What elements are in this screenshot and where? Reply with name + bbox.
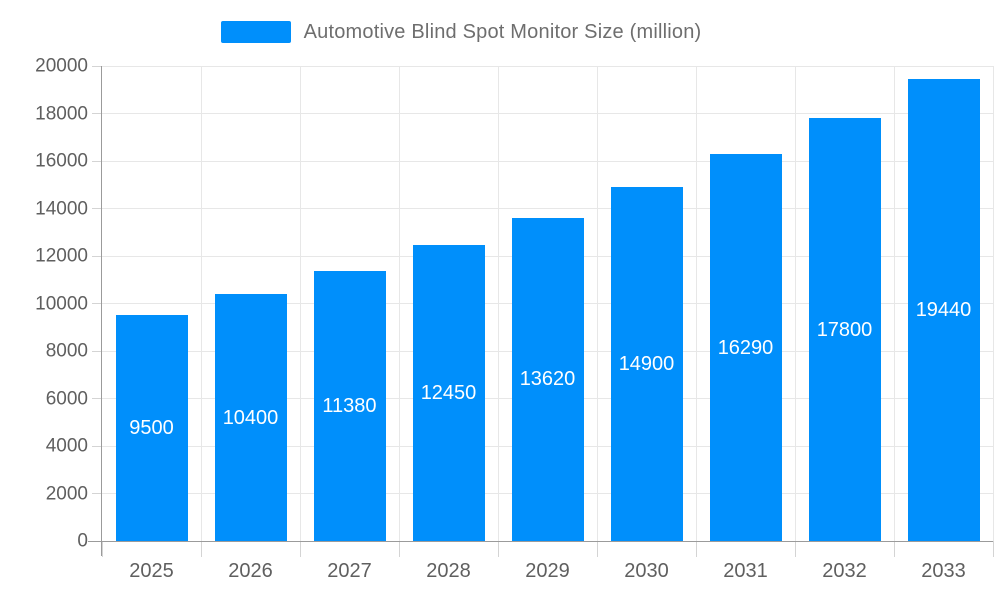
x-axis-tick xyxy=(596,541,598,557)
gridline xyxy=(794,66,796,541)
y-axis-tick xyxy=(92,255,102,257)
gridline xyxy=(497,66,499,541)
gridline xyxy=(596,66,598,541)
x-axis-tick-label: 2028 xyxy=(426,560,471,582)
x-axis-tick-label: 2026 xyxy=(228,560,273,582)
y-axis-tick xyxy=(92,350,102,352)
legend-label: Automotive Blind Spot Monitor Size (mill… xyxy=(303,20,702,43)
gridline xyxy=(102,160,993,162)
bar xyxy=(610,187,683,541)
y-axis-tick xyxy=(92,303,102,304)
bar xyxy=(412,245,485,541)
bar-value-label: 11380 xyxy=(322,394,377,417)
y-axis-tick xyxy=(92,398,102,399)
y-axis-tick-label: 20000 xyxy=(35,55,88,77)
y-axis-tick xyxy=(92,65,102,67)
y-axis-tick-label: 16000 xyxy=(35,150,88,172)
y-axis-tick xyxy=(92,208,102,209)
x-axis-tick xyxy=(200,541,202,557)
y-axis-tick-label: 4000 xyxy=(45,435,88,457)
x-axis-tick xyxy=(101,541,103,557)
gridline xyxy=(398,66,400,541)
x-axis-tick xyxy=(893,541,895,557)
x-axis-tick-label: 2027 xyxy=(327,560,372,582)
x-axis-tick-label: 2033 xyxy=(921,560,966,582)
bar xyxy=(313,270,386,541)
legend-swatch xyxy=(220,21,291,43)
gridline xyxy=(992,66,994,541)
y-axis-tick xyxy=(92,113,102,114)
x-axis-tick xyxy=(497,541,499,557)
x-axis-tick xyxy=(992,541,994,557)
x-axis-tick xyxy=(695,541,697,557)
gridline xyxy=(299,66,301,541)
bar xyxy=(808,118,881,541)
y-axis-tick xyxy=(92,160,102,162)
chart-legend: Automotive Blind Spot Monitor Size (mill… xyxy=(0,19,961,45)
x-axis-tick-label: 2032 xyxy=(822,560,867,582)
x-axis-tick-label: 2029 xyxy=(525,560,570,582)
gridline xyxy=(102,113,993,114)
gridline xyxy=(893,66,895,541)
x-axis-tick-label: 2030 xyxy=(624,560,669,582)
bar xyxy=(115,315,188,541)
bar-value-label: 12450 xyxy=(420,382,477,405)
y-axis-tick-label: 14000 xyxy=(35,198,88,219)
y-axis-tick-label: 6000 xyxy=(45,388,88,409)
y-axis-tick-label: 8000 xyxy=(45,340,88,362)
bar-value-label: 19440 xyxy=(915,299,972,322)
y-axis-tick xyxy=(92,445,102,447)
y-axis-tick xyxy=(92,493,102,494)
y-axis-tick-label: 10000 xyxy=(35,293,88,314)
x-axis-tick xyxy=(299,541,301,557)
gridline xyxy=(102,65,993,67)
gridline xyxy=(102,208,993,209)
bar-value-label: 13620 xyxy=(519,368,576,391)
y-axis-line xyxy=(101,66,102,556)
x-axis-line xyxy=(88,541,993,542)
y-axis-tick-label: 0 xyxy=(77,530,88,552)
y-axis-tick-label: 2000 xyxy=(45,483,88,504)
x-axis-tick-label: 2025 xyxy=(129,560,174,582)
x-axis-tick xyxy=(794,541,796,557)
y-axis-tick-label: 12000 xyxy=(35,245,88,267)
gridline xyxy=(695,66,697,541)
x-axis-tick-label: 2031 xyxy=(723,560,768,582)
bar xyxy=(214,294,287,541)
bar xyxy=(709,154,782,541)
gridline xyxy=(200,66,202,541)
bar-value-label: 14900 xyxy=(618,353,675,376)
bar-value-label: 17800 xyxy=(816,318,873,341)
bar-value-label: 9500 xyxy=(129,417,174,440)
bar-value-label: 16290 xyxy=(717,336,774,359)
y-axis-tick-label: 18000 xyxy=(35,103,88,124)
bar-value-label: 10400 xyxy=(222,406,279,429)
bar xyxy=(511,217,584,541)
x-axis-tick xyxy=(398,541,400,557)
bar xyxy=(907,79,980,541)
